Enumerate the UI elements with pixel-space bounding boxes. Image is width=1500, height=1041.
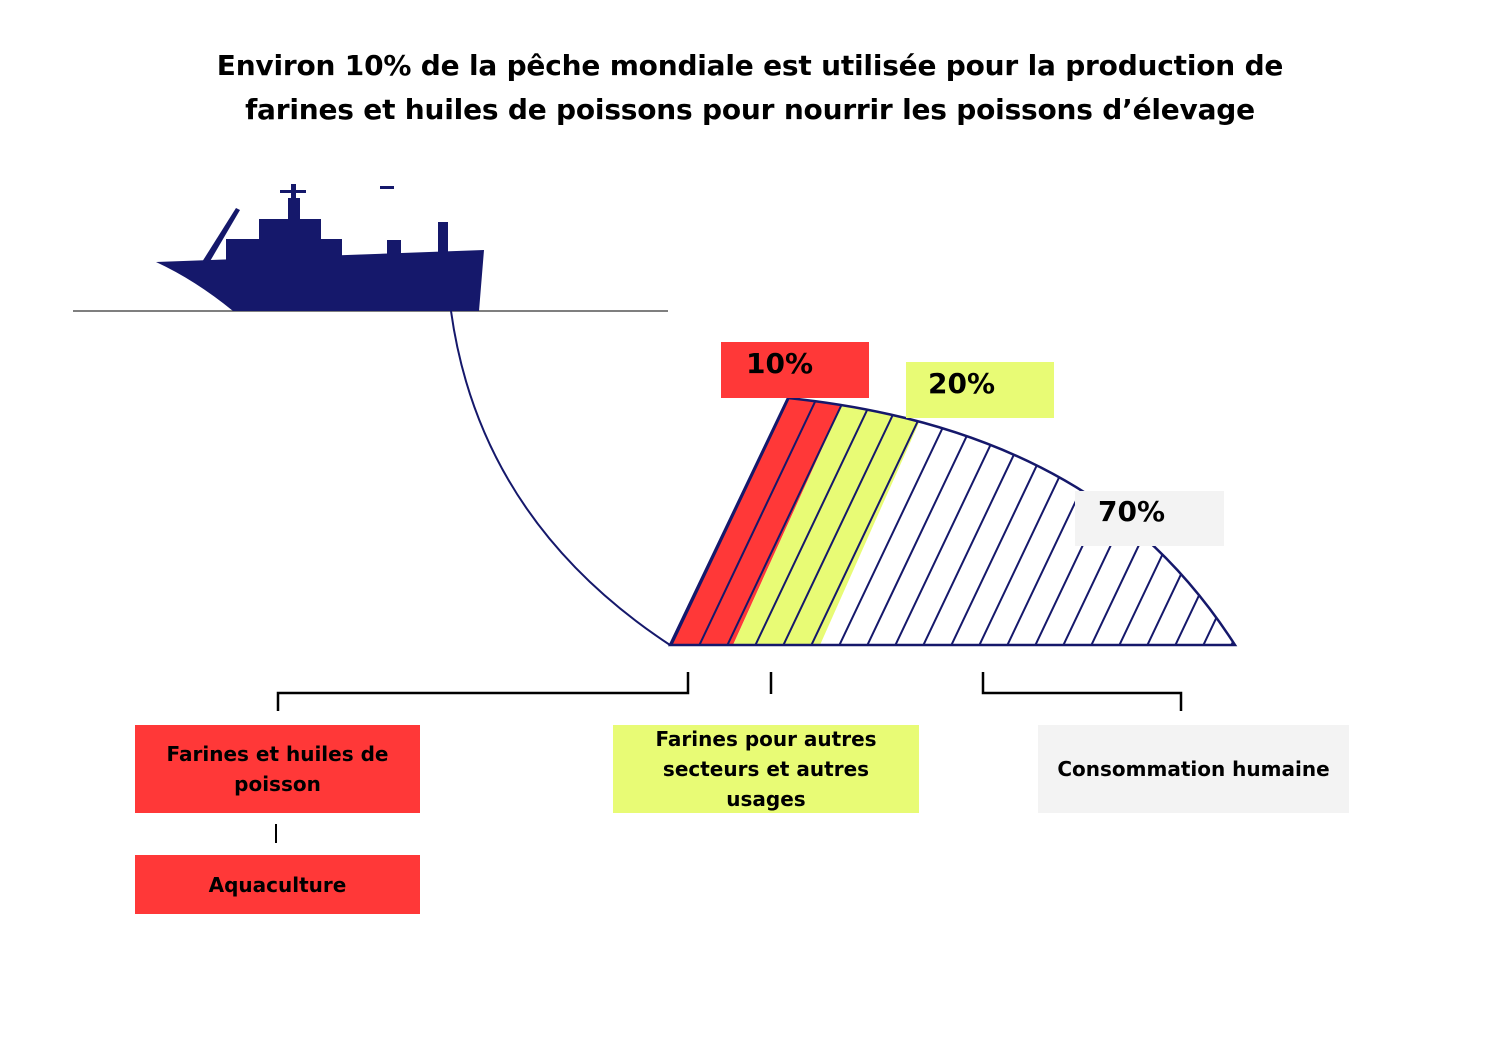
net-hatch-line [753, 398, 880, 645]
net-hatch-line [1173, 398, 1235, 645]
net-hatch-line [921, 398, 1048, 645]
net-hatch-line [725, 398, 852, 645]
share-label-20: 20% [906, 362, 1054, 418]
share-fill-20 [733, 398, 930, 645]
other-uses-box: Farines pour autres secteurs et autres u… [613, 725, 919, 813]
fish-meal-label: Farines et huiles de poisson [166, 742, 389, 796]
share-label-10: 10% [721, 342, 869, 398]
net-hatch-line [1258, 385, 1383, 648]
net-hatch-line [949, 398, 1076, 645]
net-hatch-line [781, 398, 908, 645]
bracket-human [981, 672, 1183, 711]
diagram-title: Environ 10% de la pêche mondiale est uti… [100, 44, 1400, 132]
net-hatch-line [697, 398, 824, 645]
human-consumption-box: Consommation humaine [1038, 725, 1349, 813]
aquaculture-box: Aquaculture [135, 855, 420, 914]
title-line-2: farines et huiles de poissons pour nourr… [245, 93, 1255, 126]
title-line-1: Environ 10% de la pêche mondiale est uti… [216, 49, 1284, 82]
net-hatch-line [809, 398, 936, 645]
human-consumption-label: Consommation humaine [1057, 757, 1330, 781]
fishing-boat-icon [156, 184, 484, 311]
bracket-fish-meal [276, 672, 690, 711]
share-label-70: 70% [1075, 491, 1224, 546]
fish-meal-box: Farines et huiles de poisson [135, 725, 420, 813]
trawl-net [668, 385, 1383, 648]
trawl-cable [450, 310, 671, 646]
net-hatch-line [1229, 398, 1235, 645]
aquaculture-label: Aquaculture [208, 872, 347, 897]
other-uses-label: Farines pour autres secteurs et autres u… [655, 727, 877, 811]
